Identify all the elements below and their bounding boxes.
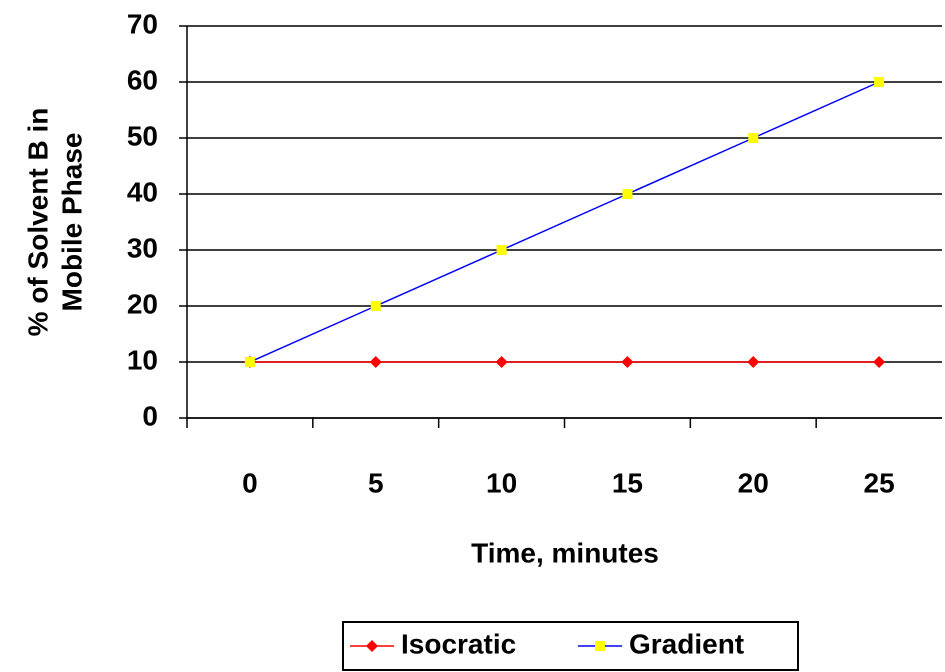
x-tick-label: 10 xyxy=(486,467,517,498)
y-tick-label: 0 xyxy=(142,400,158,431)
legend-label: Gradient xyxy=(629,628,744,659)
legend-marker xyxy=(366,640,378,652)
y-tick-label: 40 xyxy=(127,176,158,207)
x-tick-label: 25 xyxy=(864,467,895,498)
data-point xyxy=(874,77,885,87)
data-point xyxy=(369,356,382,368)
y-axis-label-line: Mobile Phase xyxy=(56,133,87,312)
y-axis-label-line: % of Solvent B in xyxy=(22,108,53,337)
x-tick-label: 0 xyxy=(242,467,258,498)
x-tick-label: 20 xyxy=(738,467,769,498)
y-tick-label: 10 xyxy=(127,344,158,375)
y-tick-label: 50 xyxy=(127,120,158,151)
y-tick-label: 60 xyxy=(127,64,158,95)
data-point xyxy=(495,356,508,368)
data-point xyxy=(747,356,760,368)
data-point xyxy=(622,189,633,199)
y-tick-label: 20 xyxy=(127,288,158,319)
data-point xyxy=(496,245,507,255)
x-tick-label: 15 xyxy=(612,467,643,498)
x-axis-label: Time, minutes xyxy=(471,537,659,568)
data-point xyxy=(370,301,381,311)
data-point xyxy=(244,357,255,367)
series-line xyxy=(249,81,880,363)
y-tick-label: 30 xyxy=(127,232,158,263)
data-point xyxy=(873,356,886,368)
legend-box xyxy=(342,621,799,671)
legend-label: Isocratic xyxy=(401,628,516,659)
legend-marker xyxy=(595,641,605,651)
x-tick-label: 5 xyxy=(368,467,384,498)
y-axis-label: % of Solvent B in Mobile Phase xyxy=(22,108,87,337)
data-point xyxy=(621,356,634,368)
y-tick-label: 70 xyxy=(127,8,158,39)
data-point xyxy=(748,133,759,143)
